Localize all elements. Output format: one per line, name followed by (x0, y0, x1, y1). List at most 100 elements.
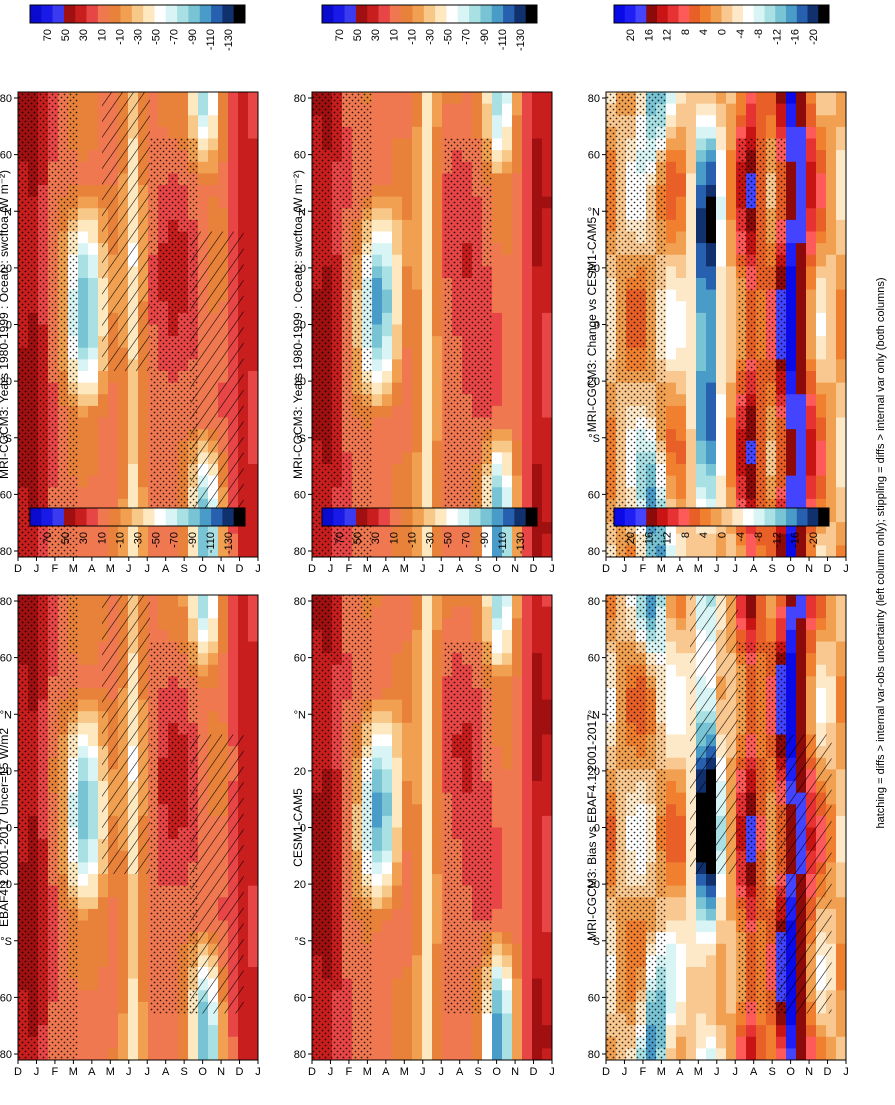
heatmap-cell (178, 595, 189, 608)
stippling-overlay (312, 92, 372, 557)
heatmap-cell (208, 219, 219, 233)
heatmap-cell (208, 150, 219, 163)
heatmap-cell (382, 301, 393, 314)
heatmap-cell (432, 641, 443, 654)
heatmap-cell (422, 897, 433, 910)
heatmap-cell (188, 126, 199, 140)
heatmap-cell (706, 231, 717, 244)
heatmap-cell (522, 312, 533, 326)
heatmap-cell (766, 103, 777, 116)
heatmap-cell (826, 208, 837, 221)
heatmap-cell (118, 874, 129, 887)
colorbar-swatch (514, 5, 526, 23)
colorbar-swatch (177, 508, 189, 526)
heatmap-cell (512, 475, 523, 488)
colorbar: 70 50 30 10 -10 -30 -50 -70 -90 -110 -130 (321, 4, 538, 51)
heatmap-cell (208, 92, 219, 105)
heatmap-cell (686, 324, 697, 337)
heatmap-cell (372, 533, 383, 546)
heatmap-cell (248, 487, 259, 500)
heatmap-cell (372, 417, 383, 430)
heatmap-cell (836, 138, 847, 151)
heatmap-cell (716, 464, 727, 477)
heatmap-cell (402, 827, 413, 840)
heatmap-cell (228, 138, 239, 151)
heatmap-cell (78, 371, 89, 384)
heatmap-cell (836, 394, 847, 407)
heatmap-cell (806, 126, 817, 140)
heatmap-cell (826, 464, 837, 477)
heatmap-cell (716, 150, 727, 163)
heatmap-cell (502, 452, 513, 465)
heatmap-cell (382, 464, 393, 477)
heatmap-cell (786, 452, 797, 465)
heatmap-cell (218, 688, 229, 701)
heatmap-cell (392, 138, 403, 151)
heatmap-cell (372, 429, 383, 442)
heatmap-cell (766, 522, 777, 535)
heatmap-cell (542, 475, 553, 488)
heatmap-cell (402, 266, 413, 279)
heatmap-cell (218, 545, 229, 558)
heatmap-cell (128, 487, 139, 500)
heatmap-cell (78, 978, 89, 991)
heatmap-cell (78, 498, 89, 512)
heatmap-cell (412, 533, 423, 546)
heatmap-cell (796, 429, 807, 442)
heatmap-cell (392, 231, 403, 244)
heatmap-cell (78, 595, 89, 608)
heatmap-cell (108, 990, 119, 1003)
lat-label: 0 (594, 320, 600, 332)
heatmap-cell (676, 266, 687, 279)
heatmap-cell (736, 115, 747, 128)
heatmap-cell (676, 150, 687, 163)
heatmap-cell (138, 464, 149, 477)
heatmap-cell (482, 103, 493, 116)
heatmap-cell (392, 475, 403, 488)
heatmap-cell (372, 196, 383, 209)
heatmap-cell (392, 254, 403, 267)
heatmap-cell (726, 336, 737, 349)
colorbar-tick-label: 12 (662, 29, 674, 41)
heatmap-cell (422, 920, 433, 933)
heatmap-cell (512, 347, 523, 360)
heatmap-cell (118, 897, 129, 910)
heatmap-cell (238, 699, 249, 712)
heatmap-cell (248, 522, 259, 535)
heatmap-cell (432, 1013, 443, 1026)
heatmap-cell (696, 92, 707, 105)
colorbar-swatch (322, 5, 334, 23)
heatmap-cell (676, 196, 687, 209)
heatmap-cell (148, 115, 159, 128)
heatmap-cell (686, 243, 697, 256)
heatmap-cell (422, 452, 433, 465)
heatmap-cell (492, 850, 503, 863)
heatmap-cell (422, 487, 433, 500)
heatmap-cell (432, 324, 443, 337)
month-label: A (88, 1066, 96, 1078)
heatmap-cell (138, 1048, 149, 1061)
heatmap-cell (128, 440, 139, 453)
heatmap-cell (786, 243, 797, 256)
colorbar-tick-label: 8 (680, 29, 692, 35)
heatmap-cell (532, 185, 543, 198)
colorbar-tick-label: -130 (223, 532, 235, 554)
month-label: S (180, 563, 187, 575)
heatmap-cell (78, 804, 89, 817)
heatmap-cell (432, 382, 443, 395)
heatmap-cell (706, 196, 717, 209)
heatmap-cell (88, 595, 99, 608)
heatmap-cell (836, 266, 847, 279)
heatmap-cell (412, 885, 423, 898)
heatmap-cell (208, 185, 219, 198)
heatmap-cell (492, 254, 503, 267)
heatmap-cell (412, 301, 423, 314)
month-label: D (236, 563, 244, 575)
heatmap-cell (412, 266, 423, 279)
heatmap-cell (402, 522, 413, 535)
heatmap-cell (492, 522, 503, 535)
heatmap-cell (686, 371, 697, 384)
heatmap-cell (492, 618, 503, 631)
heatmap-cell (746, 92, 757, 105)
